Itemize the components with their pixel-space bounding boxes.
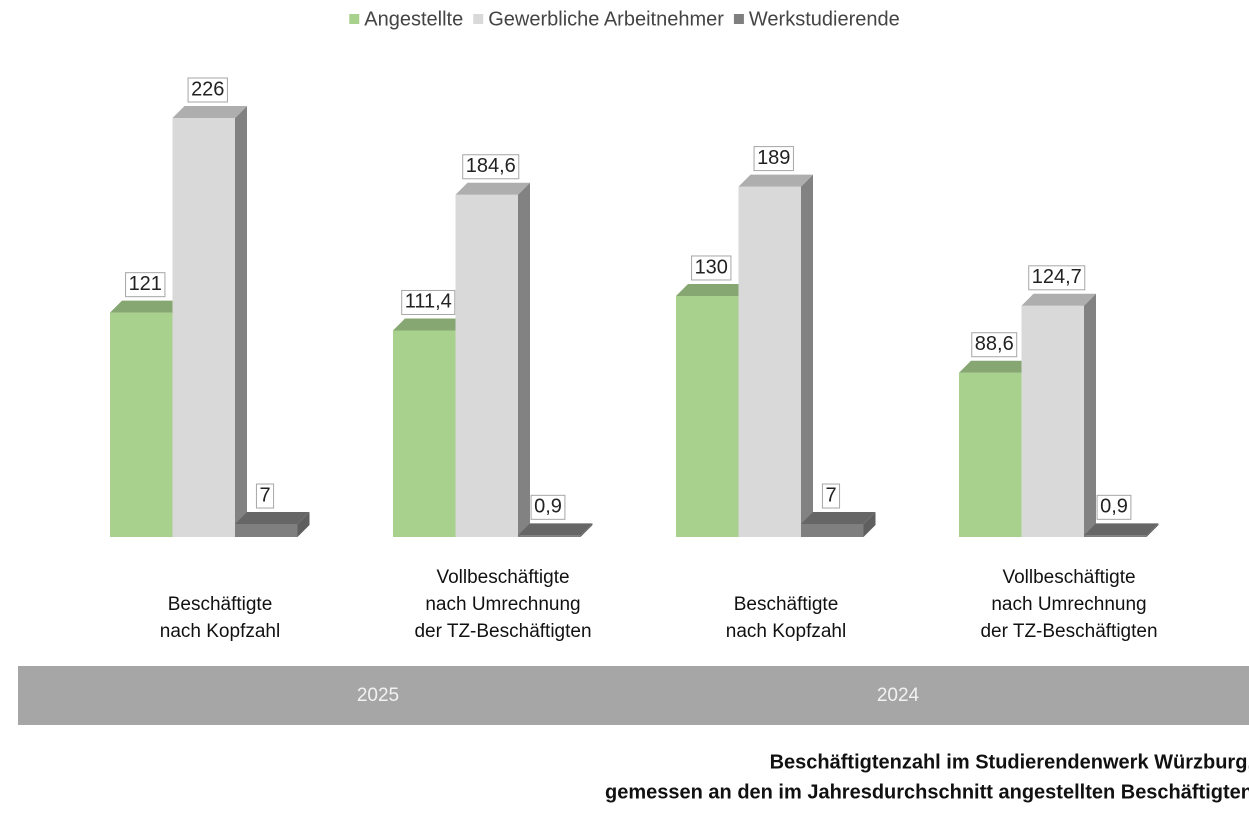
chart-title: Beschäftigtenzahl im Studierendenwerk Wü… [770, 751, 1249, 773]
bar-top [1021, 293, 1096, 306]
bar-top [235, 512, 310, 525]
bar-top [1084, 523, 1159, 536]
value-label-text: 0,9 [534, 496, 562, 518]
bar [518, 523, 593, 537]
value-label-text: 0,9 [1100, 496, 1128, 518]
bar-top [738, 174, 813, 187]
bar-side [235, 105, 247, 537]
value-label-text: 121 [129, 273, 162, 295]
bar [1084, 523, 1159, 537]
legend-label: Gewerbliche Arbeitnehmer [488, 8, 724, 30]
category-label: Vollbeschäftigte [1002, 567, 1135, 588]
value-label-box [530, 494, 566, 520]
value-label: 7 [821, 483, 841, 509]
group-label: 2025 [357, 685, 399, 706]
legend-swatch [349, 14, 360, 24]
bar-front [110, 312, 173, 537]
bar [738, 174, 813, 537]
bar-top [393, 318, 468, 331]
value-label-text: 189 [757, 147, 790, 169]
value-label: 88,6 [971, 332, 1018, 358]
category-label: nach Kopfzahl [160, 621, 280, 642]
category-label: nach Umrechnung [991, 594, 1146, 615]
category-label: Vollbeschäftigte [436, 567, 569, 588]
bar [172, 105, 247, 537]
value-label-text: 111,4 [405, 291, 452, 313]
bar-side [863, 512, 876, 537]
value-label-text: 7 [825, 484, 836, 506]
bar [801, 512, 876, 537]
bar-front [1021, 305, 1084, 537]
bar-front [393, 330, 456, 537]
legend-swatch [733, 14, 744, 24]
bar [455, 182, 530, 538]
chart-title: gemessen an den im Jahresdurchschnitt an… [605, 781, 1249, 803]
bar-top [172, 105, 247, 118]
value-label-box [255, 483, 275, 509]
bar [235, 512, 310, 537]
value-label-text: 130 [695, 256, 728, 278]
value-label-box [971, 332, 1018, 358]
bar-front [801, 524, 864, 537]
bar-side [1146, 523, 1159, 537]
category-label: der TZ-Beschäftigten [414, 621, 591, 642]
legend-label: Angestellte [364, 8, 463, 30]
value-label-box [753, 146, 794, 172]
bar-side [518, 182, 530, 538]
value-label-text: 7 [259, 484, 270, 506]
value-label-box [187, 77, 228, 103]
legend-label: Werkstudierende [749, 8, 900, 30]
value-label-box [401, 289, 456, 315]
value-label-text: 88,6 [975, 333, 1014, 355]
bar-front [1084, 535, 1147, 537]
category-label: Beschäftigte [734, 594, 839, 615]
bar-top [518, 523, 593, 536]
value-label: 0,9 [530, 494, 566, 520]
value-label-box [462, 154, 520, 180]
bar-front [959, 372, 1022, 537]
bar-top [676, 283, 751, 296]
bar-front [455, 194, 518, 538]
bar-top [455, 182, 530, 195]
value-label: 121 [125, 272, 166, 298]
legend: Angestellte Gewerbliche Arbeitnehmer Werks… [349, 8, 900, 30]
bar-front [738, 186, 801, 537]
value-label: 0,9 [1096, 494, 1132, 520]
bar-side [1084, 293, 1096, 537]
bar-top [801, 512, 876, 525]
value-label-box [1096, 494, 1132, 520]
value-label-box [1028, 265, 1086, 291]
value-label-text: 184,6 [466, 155, 516, 177]
legend-swatch [473, 14, 484, 24]
category-label: Beschäftigte [168, 594, 273, 615]
value-label: 111,4 [401, 289, 456, 315]
bar [1021, 293, 1096, 537]
value-label: 7 [255, 483, 275, 509]
bar-top [959, 360, 1034, 373]
bar-side [801, 174, 813, 537]
bar-front [235, 524, 298, 537]
value-label: 184,6 [462, 154, 520, 180]
value-label-text: 226 [191, 78, 224, 100]
value-label-box [821, 483, 841, 509]
bar-front [676, 295, 739, 537]
bar-side [580, 523, 593, 537]
bar-side [297, 512, 310, 537]
category-label: der TZ-Beschäftigten [980, 621, 1157, 642]
bar-front [172, 117, 235, 537]
value-label-box [125, 272, 166, 298]
bar-front [518, 535, 581, 537]
category-label: nach Umrechnung [425, 594, 580, 615]
value-label: 226 [187, 77, 228, 103]
bar-top [110, 300, 185, 313]
value-label-box [691, 255, 732, 281]
group-band [18, 666, 1249, 725]
value-label: 124,7 [1028, 265, 1086, 291]
value-label: 130 [691, 255, 732, 281]
group-label: 2024 [877, 685, 920, 706]
value-label-text: 124,7 [1032, 266, 1082, 288]
value-label: 189 [753, 146, 794, 172]
category-label: nach Kopfzahl [726, 621, 846, 642]
